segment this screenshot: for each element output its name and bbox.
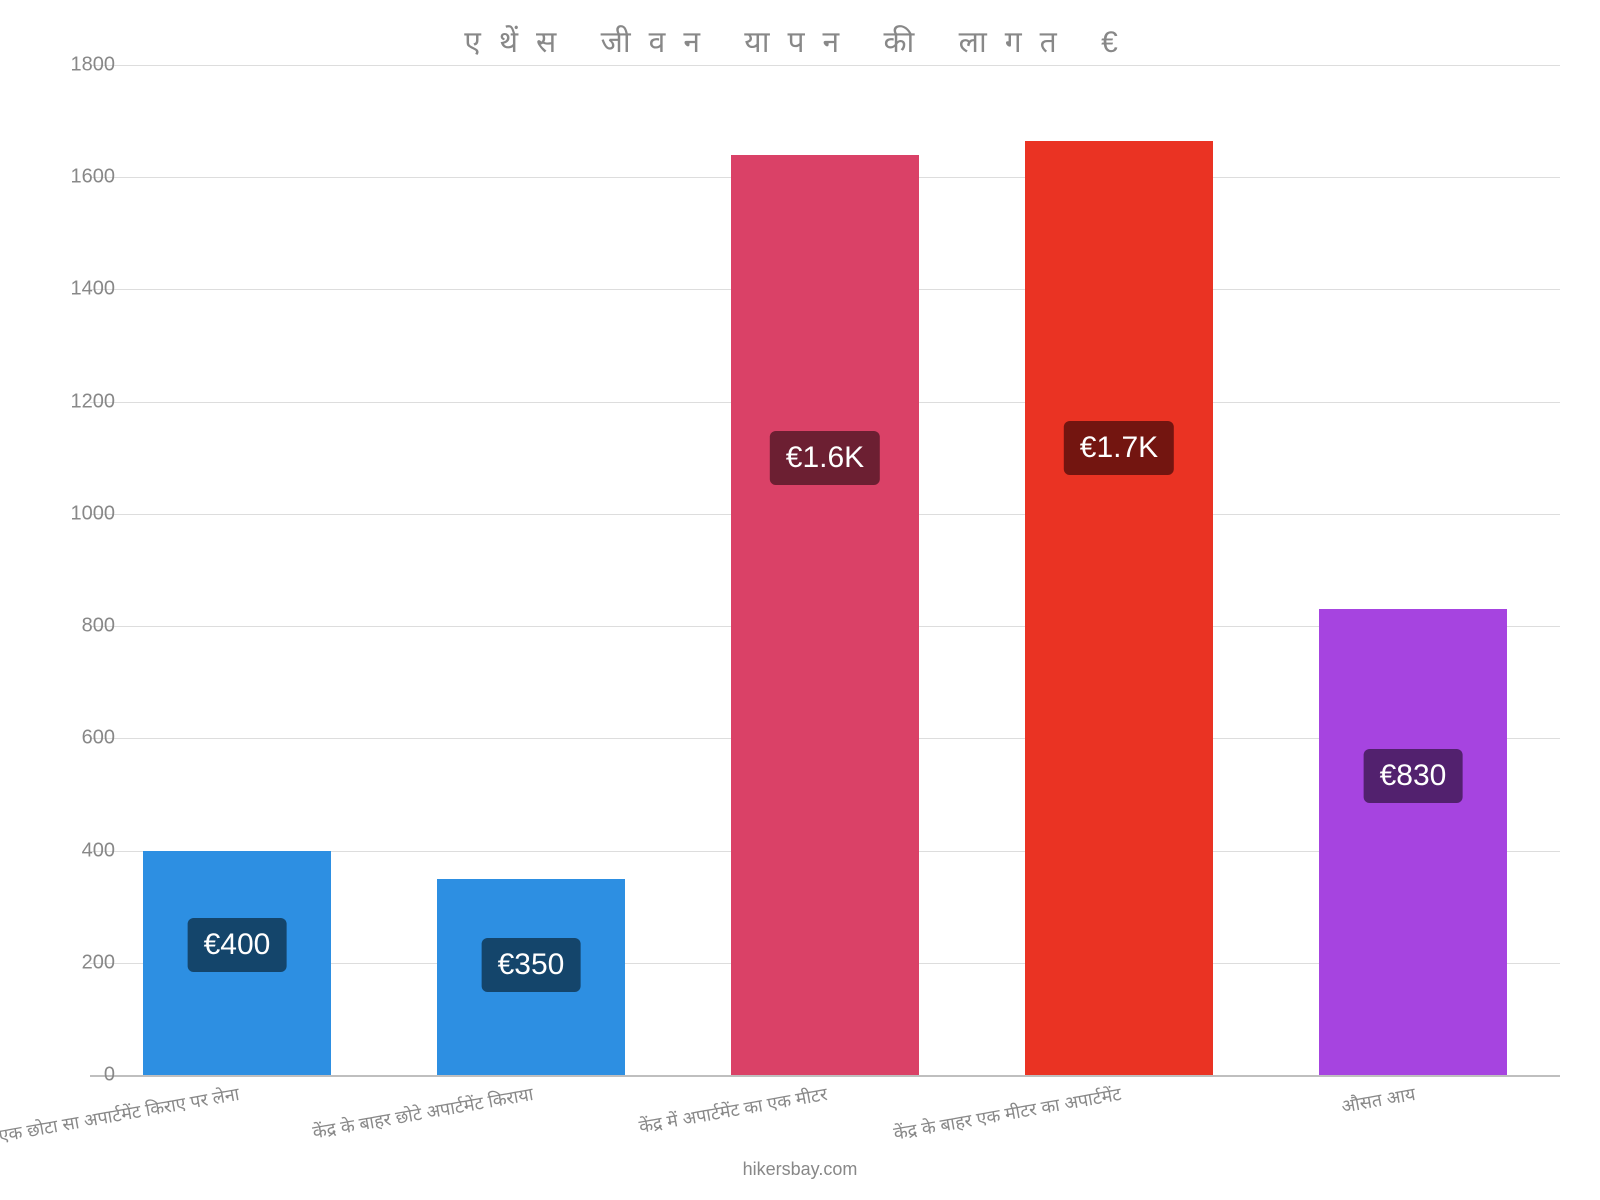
ytick-label: 800 [25, 615, 115, 638]
bars-layer: €400 €350 €1.6K €1.7K €830 [90, 65, 1560, 1075]
bar-value-label: €400 [188, 918, 287, 972]
ytick-label: 200 [25, 951, 115, 974]
source-credit: hikersbay.com [0, 1159, 1600, 1180]
ytick-label: 1200 [25, 390, 115, 413]
ytick-label: 0 [25, 1064, 115, 1087]
chart-container: एथेंस जीवन यापन की लागत € €400€350€1.6K€… [0, 0, 1600, 1200]
ytick-label: 1600 [25, 166, 115, 189]
bar-value-label: €1.7K [1064, 421, 1174, 475]
ytick-label: 600 [25, 727, 115, 750]
ytick-label: 1400 [25, 278, 115, 301]
bar [1319, 609, 1507, 1075]
bar [731, 155, 919, 1075]
chart-title: एथेंस जीवन यापन की लागत € [0, 20, 1600, 61]
bar [1025, 141, 1213, 1075]
bar-value-label: €830 [1364, 749, 1463, 803]
ytick-label: 1000 [25, 502, 115, 525]
ytick-label: 400 [25, 839, 115, 862]
bar-value-label: €350 [482, 938, 581, 992]
bar-value-label: €1.6K [770, 431, 880, 485]
x-axis-line [90, 1075, 1560, 1077]
ytick-label: 1800 [25, 54, 115, 77]
